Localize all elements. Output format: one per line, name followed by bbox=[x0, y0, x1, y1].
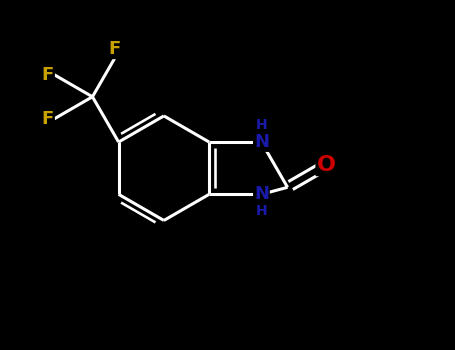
Text: F: F bbox=[109, 40, 121, 58]
Text: H: H bbox=[256, 118, 267, 132]
Text: N: N bbox=[254, 185, 269, 203]
Text: N: N bbox=[254, 133, 269, 151]
Text: F: F bbox=[42, 65, 54, 84]
Text: O: O bbox=[317, 155, 335, 175]
Text: F: F bbox=[42, 110, 54, 128]
Text: H: H bbox=[256, 204, 267, 218]
